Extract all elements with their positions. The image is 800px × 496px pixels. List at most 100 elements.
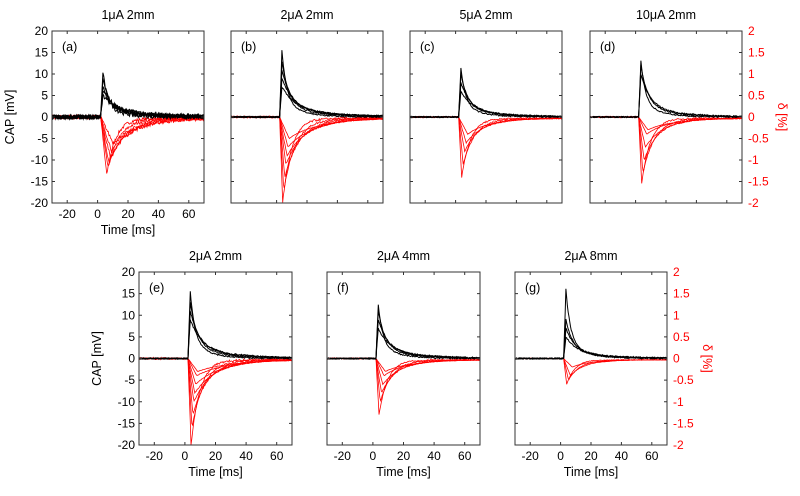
cap-trace xyxy=(410,89,562,119)
panel-c: 5μA 2mm (c) xyxy=(409,8,563,204)
right-y-tick-label: 0.5 xyxy=(748,89,765,103)
left-y-tick-label: -10 xyxy=(118,395,136,409)
delta-trace xyxy=(590,115,742,160)
right-y-tick-label: 1 xyxy=(673,308,680,322)
delta-trace xyxy=(231,116,383,140)
traces xyxy=(52,72,204,174)
cap-trace xyxy=(590,74,742,119)
x-tick-label: -20 xyxy=(522,449,540,463)
x-tick-label: -20 xyxy=(334,449,352,463)
x-tick-label: 40 xyxy=(152,207,166,221)
panel-a: 1μA 2mm -20 0 20 40 60 Time [ms] 20 15 10 5 0 -5 -10 -… xyxy=(3,8,205,237)
traces xyxy=(410,67,562,178)
x-axis-label: Time [ms] xyxy=(564,465,618,479)
left-y-tick-label: 5 xyxy=(41,89,48,103)
delta-trace xyxy=(327,357,480,402)
delta-trace xyxy=(231,115,383,188)
left-y-tick-label: 20 xyxy=(35,24,49,38)
panel-label: (d) xyxy=(600,40,615,54)
x-tick-label: 40 xyxy=(615,449,629,463)
left-y-tick-label: -15 xyxy=(118,416,136,430)
panel-f: 2μA 4mm -20 0 20 40 60 Time [ms] (f) xyxy=(326,249,481,479)
panel-d: 10μA 2mm 2 1.5 1 0.5 0 -0.5 -1 -1.5 -2 δ [%] (d) xyxy=(589,8,789,210)
x-tick-label: 40 xyxy=(427,449,441,463)
left-y-tick-label: 15 xyxy=(35,46,49,60)
x-tick-label: 60 xyxy=(645,449,659,463)
delta-trace xyxy=(139,357,292,395)
x-tick-label: 0 xyxy=(370,449,377,463)
left-y-tick-label: 0 xyxy=(41,110,48,124)
delta-trace xyxy=(52,114,204,174)
left-y-tick-label: 15 xyxy=(122,287,136,301)
x-tick-label: 40 xyxy=(239,449,253,463)
cap-trace xyxy=(139,319,292,360)
cap-trace xyxy=(52,93,204,121)
delta-trace xyxy=(327,357,480,372)
right-y-tick-label: -1 xyxy=(673,395,684,409)
left-y-axis-label: CAP [mV] xyxy=(90,331,104,386)
x-axis-label: Time [ms] xyxy=(376,465,430,479)
cap-trace xyxy=(410,82,562,119)
panel-title: 2μA 8mm xyxy=(564,249,617,263)
x-tick-label: 60 xyxy=(182,207,196,221)
delta-trace xyxy=(231,116,383,148)
panel-title: 5μA 2mm xyxy=(459,8,512,22)
panel-title: 10μA 2mm xyxy=(636,8,696,22)
delta-trace xyxy=(139,357,292,385)
cap-trace xyxy=(231,69,383,119)
right-y-tick-label: 0 xyxy=(673,352,680,366)
x-axis-label: Time [ms] xyxy=(101,223,155,237)
right-y-tick-label: -0.5 xyxy=(748,132,769,146)
traces xyxy=(139,291,292,445)
traces xyxy=(515,288,667,385)
panel-title: 2μA 4mm xyxy=(377,249,430,263)
right-y-tick-label: 2 xyxy=(748,24,755,38)
panel-label: (g) xyxy=(525,281,540,295)
panel-label: (c) xyxy=(420,40,435,54)
x-tick-label: 20 xyxy=(209,449,223,463)
right-y-axis-label: δ [%] xyxy=(775,103,789,132)
delta-trace xyxy=(410,116,562,135)
right-y-tick-label: 1 xyxy=(748,67,755,81)
left-y-tick-label: -15 xyxy=(31,175,49,189)
panel-g: 2μA 8mm -20 0 20 40 60 Time [ms] 2 1.5 1 0.5 0 -0.5 -… xyxy=(514,249,714,479)
x-tick-label: 20 xyxy=(121,207,135,221)
right-y-tick-label: 1.5 xyxy=(748,46,765,60)
delta-trace xyxy=(139,356,292,427)
cap-trace xyxy=(515,288,667,360)
right-y-tick-label: -1.5 xyxy=(673,416,694,430)
left-y-tick-label: -5 xyxy=(37,132,48,146)
left-y-tick-label: 10 xyxy=(122,308,136,322)
left-y-tick-label: 5 xyxy=(128,330,135,344)
panel-b: 2μA 2mm (b) xyxy=(230,8,384,204)
panel-title: 1μA 2mm xyxy=(101,8,154,22)
x-tick-label: 0 xyxy=(557,449,564,463)
right-y-tick-label: 1.5 xyxy=(673,287,690,301)
delta-trace xyxy=(139,357,292,415)
delta-trace xyxy=(231,115,383,177)
left-y-axis-label: CAP [mV] xyxy=(3,90,17,145)
right-y-axis-label: δ [%] xyxy=(700,344,714,373)
x-tick-label: 0 xyxy=(94,207,101,221)
cap-trace xyxy=(515,336,667,360)
left-y-tick-label: 10 xyxy=(35,67,49,81)
x-tick-label: -20 xyxy=(146,449,164,463)
x-tick-label: 20 xyxy=(584,449,598,463)
delta-trace xyxy=(410,115,562,165)
left-y-tick-label: -10 xyxy=(31,153,49,167)
panel-label: (e) xyxy=(149,281,164,295)
right-y-tick-label: -1.5 xyxy=(748,175,769,189)
x-tick-label: 60 xyxy=(458,449,472,463)
panel-label: (a) xyxy=(62,40,77,54)
x-tick-label: 60 xyxy=(270,449,284,463)
delta-trace xyxy=(590,116,742,148)
traces xyxy=(590,60,742,184)
panel-label: (f) xyxy=(337,281,349,295)
x-axis-label: Time [ms] xyxy=(188,465,242,479)
right-y-tick-label: -2 xyxy=(673,438,684,452)
right-y-tick-label: -0.5 xyxy=(673,373,694,387)
x-tick-label: -20 xyxy=(59,207,77,221)
left-y-tick-label: -20 xyxy=(31,196,49,210)
left-y-tick-label: -5 xyxy=(124,373,135,387)
traces xyxy=(327,304,480,415)
